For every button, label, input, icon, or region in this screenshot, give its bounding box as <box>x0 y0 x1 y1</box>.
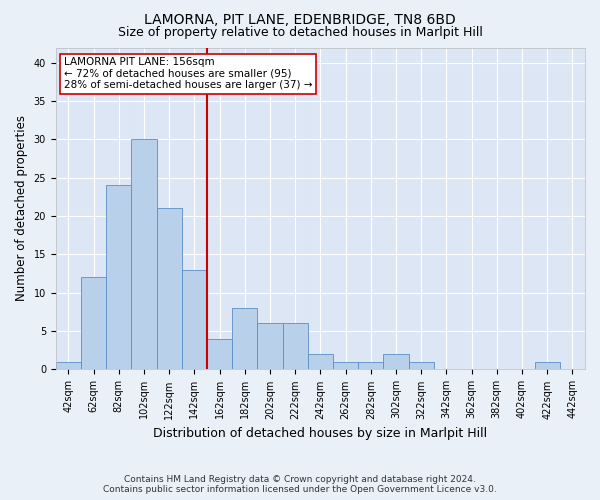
Bar <box>131 140 157 370</box>
Bar <box>257 324 283 370</box>
Bar <box>409 362 434 370</box>
Bar <box>535 362 560 370</box>
Bar <box>56 362 81 370</box>
Text: LAMORNA PIT LANE: 156sqm
← 72% of detached houses are smaller (95)
28% of semi-d: LAMORNA PIT LANE: 156sqm ← 72% of detach… <box>64 57 312 90</box>
Y-axis label: Number of detached properties: Number of detached properties <box>15 116 28 302</box>
Text: Size of property relative to detached houses in Marlpit Hill: Size of property relative to detached ho… <box>118 26 482 39</box>
Bar <box>207 339 232 370</box>
Bar <box>358 362 383 370</box>
Bar <box>81 278 106 370</box>
X-axis label: Distribution of detached houses by size in Marlpit Hill: Distribution of detached houses by size … <box>154 427 487 440</box>
Bar <box>232 308 257 370</box>
Bar <box>157 208 182 370</box>
Bar <box>283 324 308 370</box>
Text: LAMORNA, PIT LANE, EDENBRIDGE, TN8 6BD: LAMORNA, PIT LANE, EDENBRIDGE, TN8 6BD <box>144 12 456 26</box>
Bar <box>308 354 333 370</box>
Bar <box>333 362 358 370</box>
Bar <box>383 354 409 370</box>
Bar <box>106 186 131 370</box>
Text: Contains HM Land Registry data © Crown copyright and database right 2024.
Contai: Contains HM Land Registry data © Crown c… <box>103 474 497 494</box>
Bar <box>182 270 207 370</box>
